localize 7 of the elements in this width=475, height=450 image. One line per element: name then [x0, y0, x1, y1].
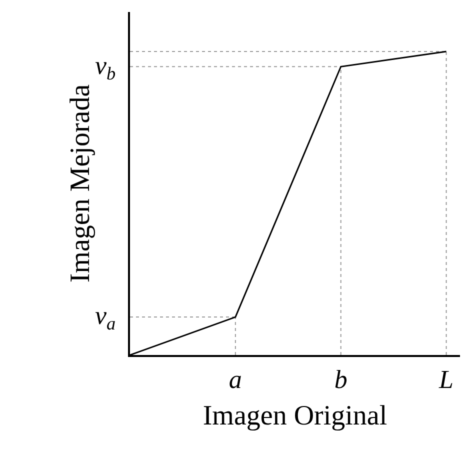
x-tick-label: a [228, 364, 242, 394]
x-tick-label: L [438, 364, 454, 394]
annotation: v$_{b}$ [95, 51, 116, 84]
y-axis-title: Imagen Mejorada [65, 84, 96, 283]
x-axis-title: Imagen Original [202, 400, 388, 432]
x-tick-label: b [334, 364, 348, 394]
annotation: v$_{a}$ [95, 301, 116, 334]
